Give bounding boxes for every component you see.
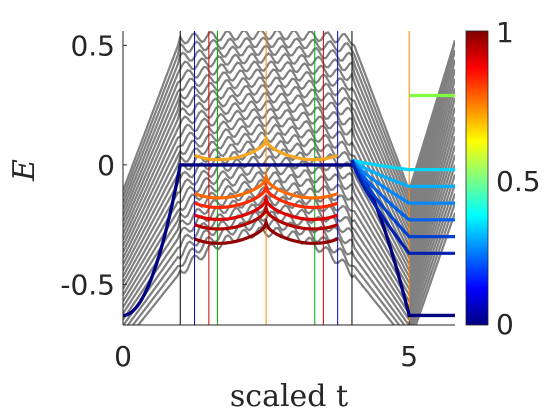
excited-level-line xyxy=(194,181,339,210)
fan-level-line xyxy=(350,159,455,255)
excited-level-line xyxy=(193,171,339,200)
excited-level-line xyxy=(194,216,339,245)
background-level-line xyxy=(123,59,455,250)
fan-level-line xyxy=(350,159,455,239)
fan-level-line xyxy=(351,158,455,172)
background-level-line xyxy=(123,174,455,323)
background-level-line xyxy=(123,40,455,225)
colorbar-gradient xyxy=(465,30,489,326)
background-level-line xyxy=(123,40,455,232)
y-axis-label: E xyxy=(7,159,42,182)
background-level-line xyxy=(136,212,455,325)
x-tick-label: 5 xyxy=(400,340,418,373)
fan-level-line xyxy=(350,159,455,205)
background-level-line xyxy=(123,36,455,201)
colored-levels xyxy=(123,93,455,318)
background-level-line xyxy=(123,40,455,213)
x-axis-label: scaled t xyxy=(230,379,348,414)
colorbar: 1 0.5 0 xyxy=(465,16,541,341)
fan-level-line xyxy=(350,158,455,188)
y-axis: 0.5 0 -0.5 xyxy=(60,29,127,325)
background-level-line xyxy=(123,40,455,238)
excited-level-line xyxy=(193,193,339,221)
background-level-line xyxy=(123,49,455,244)
y-tick-label: 0 xyxy=(97,149,115,182)
y-tick-label: 0.5 xyxy=(70,29,115,62)
y-tick-label: -0.5 xyxy=(60,268,115,301)
x-tick-label: 0 xyxy=(114,340,132,373)
plot-content xyxy=(123,31,455,325)
background-level-line xyxy=(126,193,455,325)
excited-level-line xyxy=(194,202,339,231)
background-level-line xyxy=(123,78,455,262)
background-level-line xyxy=(123,40,455,219)
background-level-line xyxy=(123,31,455,195)
colorbar-tick-label: 0.5 xyxy=(496,165,541,198)
background-level-line xyxy=(123,116,455,286)
colorbar-tick-label: 1 xyxy=(496,16,514,49)
background-level-line xyxy=(123,68,455,256)
fan-level-line xyxy=(350,159,455,222)
excited-level-line xyxy=(194,133,339,162)
colorbar-tick-label: 0 xyxy=(496,308,514,341)
background-level-line xyxy=(123,40,455,207)
